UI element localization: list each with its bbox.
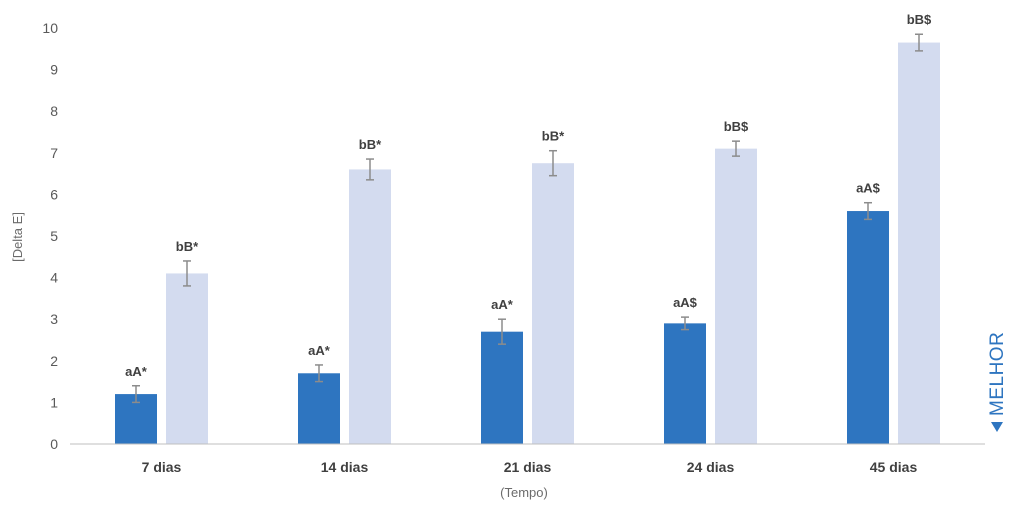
data-label: aA* — [308, 343, 331, 358]
error-bar — [132, 385, 140, 404]
bar — [298, 373, 340, 444]
data-label: bB* — [542, 129, 565, 144]
data-label: aA$ — [673, 295, 698, 310]
bar — [664, 323, 706, 444]
data-label: aA* — [125, 364, 148, 379]
x-tick-label: 45 dias — [870, 459, 918, 475]
bars-group — [115, 42, 940, 445]
error-bar — [366, 158, 374, 181]
bar — [349, 169, 391, 444]
data-label: bB* — [176, 239, 199, 254]
triangle-left-icon — [991, 422, 1003, 432]
y-tick-label: 8 — [50, 103, 58, 119]
side-annotation: MELHOR — [987, 332, 1008, 432]
bar — [532, 163, 574, 444]
y-axis-title: [Delta E] — [10, 212, 25, 262]
y-tick-labels: 0 1 2 3 4 5 6 7 8 9 10 — [42, 20, 58, 452]
bar — [166, 273, 208, 444]
error-bars-group — [132, 33, 923, 404]
error-bar — [732, 140, 740, 157]
y-tick-label: 10 — [42, 20, 58, 36]
x-tick-label: 7 dias — [142, 459, 182, 475]
data-labels-group: aA* bB* aA* bB* aA* bB* aA$ bB$ aA$ bB$ — [125, 12, 932, 379]
x-axis-title: (Tempo) — [500, 485, 548, 500]
error-bar — [915, 33, 923, 52]
error-bar — [549, 149, 557, 177]
x-tick-label: 21 dias — [504, 459, 552, 475]
y-tick-label: 7 — [50, 145, 58, 161]
error-bar — [315, 364, 323, 383]
x-tick-labels: 7 dias 14 dias 21 dias 24 dias 45 dias — [142, 459, 918, 475]
y-tick-label: 1 — [50, 394, 58, 410]
error-bar — [864, 201, 872, 221]
y-tick-label: 6 — [50, 186, 58, 202]
y-tick-label: 3 — [50, 311, 58, 327]
y-tick-label: 9 — [50, 62, 58, 78]
data-label: bB$ — [907, 12, 932, 27]
data-label: aA$ — [856, 181, 881, 196]
y-tick-label: 2 — [50, 353, 58, 369]
y-axis-label: [Delta E] — [10, 212, 25, 262]
bar — [715, 148, 757, 444]
x-tick-label: 24 dias — [687, 459, 735, 475]
bar — [898, 42, 940, 445]
error-bar — [183, 260, 191, 287]
data-label: bB$ — [724, 119, 749, 134]
error-bar — [498, 318, 506, 345]
data-label: aA* — [491, 297, 514, 312]
y-tick-label: 5 — [50, 228, 58, 244]
y-tick-label: 0 — [50, 436, 58, 452]
data-label: bB* — [359, 137, 382, 152]
bar — [481, 331, 523, 444]
error-bar — [681, 316, 689, 331]
bar — [847, 211, 889, 444]
melhor-annotation: MELHOR — [987, 332, 1008, 416]
x-tick-label: 14 dias — [321, 459, 369, 475]
y-tick-label: 4 — [50, 270, 58, 286]
